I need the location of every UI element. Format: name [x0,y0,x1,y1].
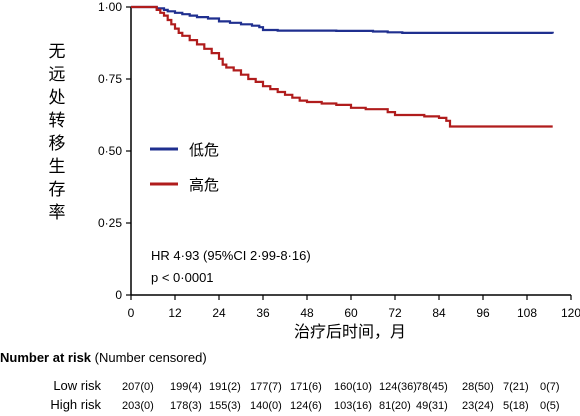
p-value-annotation: p < 0·0001 [151,270,214,285]
risk-cell: 49(31) [416,400,448,412]
risk-cell: 177(7) [250,381,282,393]
y-axis-label-char: 生 [49,157,66,176]
x-axis-label: 治疗后时间，月 [294,323,406,341]
x-tick-label: 96 [476,306,490,320]
risk-cell: 7(21) [503,381,529,393]
risk-cell: 124(6) [290,400,322,412]
y-axis-label-char: 率 [49,203,66,222]
x-tick-label: 12 [168,306,182,320]
x-tick-label: 108 [517,306,537,320]
survival-curve-high-risk [131,5,553,128]
y-axis-label-char: 转 [49,111,66,130]
y-axis-label-char: 远 [49,65,66,84]
x-tick-label: 48 [300,306,314,320]
risk-cell: 207(0) [122,381,154,393]
y-axis-label-char: 存 [49,180,66,199]
y-tick-label: 1·00 [98,0,122,14]
risk-cell: 191(2) [209,381,241,393]
survival-curves [131,5,554,128]
x-axis-ticks: 0 12 24 36 48 60 72 84 96 108 120 [128,295,580,320]
x-tick-label: 84 [432,306,446,320]
risk-row-label: Low risk [53,378,101,393]
legend-label-low-risk: 低危 [189,142,219,159]
y-axis-ticks: 0 0·25 0·50 0·75 1·00 [98,0,131,302]
legend: 低危 高危 [150,142,219,194]
risk-cell: 203(0) [122,400,154,412]
x-tick-label: 60 [344,306,358,320]
risk-cell: 178(3) [170,400,202,412]
risk-cell: 124(36) [379,381,417,393]
x-tick-label: 72 [388,306,402,320]
hazard-ratio-annotation: HR 4·93 (95%CI 2·99-8·16) [151,248,311,263]
risk-cell: 155(3) [209,400,241,412]
x-tick-label: 120 [561,306,580,320]
y-axis-label-char: 处 [49,88,66,107]
risk-cell: 160(10) [334,381,372,393]
survival-curve-low-risk [131,5,554,34]
risk-row-label: High risk [50,397,101,412]
risk-cell: 103(16) [334,400,372,412]
risk-cell: 0(5) [540,400,560,412]
y-axis-label-char: 移 [49,134,66,153]
risk-cell: 0(7) [540,381,560,393]
risk-cell: 81(20) [379,400,411,412]
y-tick-label: 0·25 [98,216,122,230]
risk-table-title: Number at risk (Number censored) [0,350,207,365]
x-tick-label: 0 [128,306,135,320]
y-tick-label: 0·50 [98,144,122,158]
risk-cell: 78(45) [416,381,448,393]
y-tick-label: 0·75 [98,72,122,86]
risk-cell: 23(24) [462,400,494,412]
risk-cell: 5(18) [503,400,529,412]
x-tick-label: 36 [256,306,270,320]
legend-label-high-risk: 高危 [189,177,219,194]
risk-cell: 28(50) [462,381,494,393]
y-axis-label-char: 无 [49,42,66,61]
risk-cell: 171(6) [290,381,322,393]
x-tick-label: 24 [212,306,226,320]
risk-cell: 199(4) [170,381,202,393]
risk-table-title-rest: (Number censored) [91,350,207,365]
risk-cell: 140(0) [250,400,282,412]
y-tick-label: 0 [115,288,122,302]
risk-table-title-bold: Number at risk [0,350,92,365]
risk-table: Low risk 207(0) 199(4) 191(2) 177(7) 171(6) 16… [50,378,559,412]
